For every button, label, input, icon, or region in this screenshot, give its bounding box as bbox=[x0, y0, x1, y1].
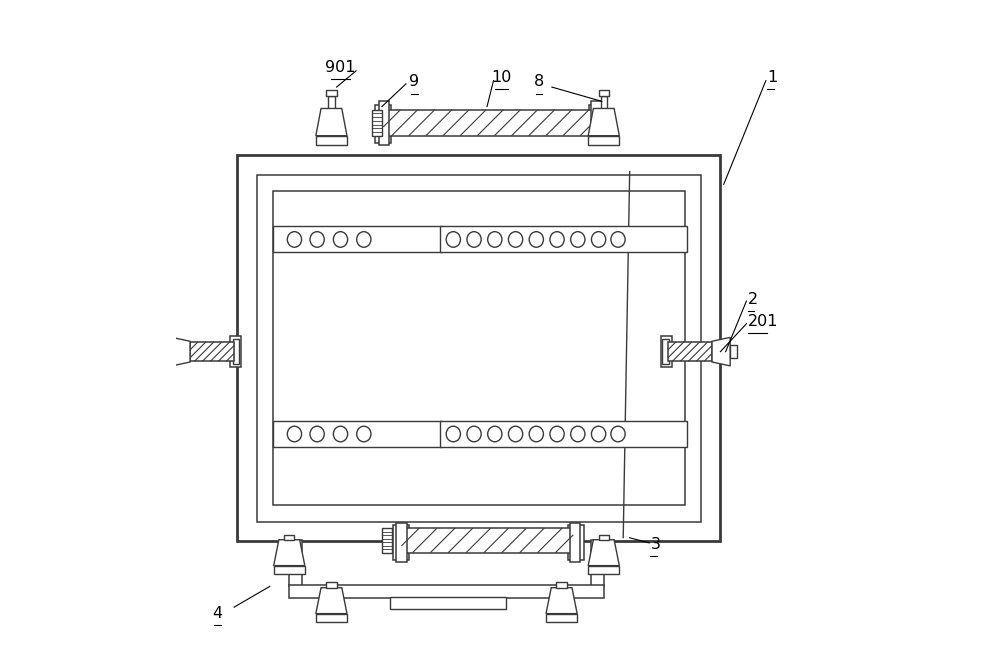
Bar bbox=[588, 136, 619, 145]
Polygon shape bbox=[546, 588, 577, 613]
Bar bbox=[568, 525, 584, 560]
Polygon shape bbox=[588, 109, 619, 136]
Bar bbox=[556, 583, 567, 588]
Text: 2: 2 bbox=[748, 292, 758, 307]
Ellipse shape bbox=[488, 426, 502, 441]
Bar bbox=[230, 336, 241, 367]
Ellipse shape bbox=[550, 232, 564, 247]
Bar bbox=[396, 523, 407, 562]
Bar bbox=[375, 105, 391, 143]
Ellipse shape bbox=[591, 232, 606, 247]
Bar bbox=[589, 105, 605, 143]
Ellipse shape bbox=[357, 426, 371, 441]
Bar bbox=[326, 90, 337, 95]
Bar bbox=[440, 226, 687, 252]
Bar bbox=[289, 585, 604, 598]
Bar bbox=[328, 588, 335, 600]
Bar bbox=[273, 226, 442, 252]
Text: 4: 4 bbox=[212, 606, 222, 621]
Bar bbox=[284, 534, 294, 540]
Ellipse shape bbox=[446, 426, 460, 441]
Ellipse shape bbox=[508, 426, 523, 441]
Ellipse shape bbox=[287, 232, 302, 247]
Bar bbox=[570, 523, 580, 562]
Polygon shape bbox=[316, 588, 347, 613]
Bar bbox=[257, 175, 701, 521]
Ellipse shape bbox=[611, 232, 625, 247]
Polygon shape bbox=[274, 540, 305, 566]
Ellipse shape bbox=[529, 232, 543, 247]
Bar bbox=[273, 421, 442, 447]
Bar bbox=[274, 566, 305, 574]
Bar bbox=[165, 345, 172, 358]
Polygon shape bbox=[172, 337, 190, 366]
Bar bbox=[190, 342, 234, 362]
Ellipse shape bbox=[333, 426, 348, 441]
Bar bbox=[546, 613, 577, 622]
Bar bbox=[662, 339, 669, 364]
Bar bbox=[591, 101, 602, 145]
Ellipse shape bbox=[571, 426, 585, 441]
Bar bbox=[591, 540, 604, 587]
Bar bbox=[440, 421, 687, 447]
Bar bbox=[599, 534, 609, 540]
Ellipse shape bbox=[529, 426, 543, 441]
Polygon shape bbox=[712, 337, 730, 366]
Bar bbox=[601, 540, 607, 553]
Ellipse shape bbox=[310, 426, 324, 441]
Bar bbox=[328, 95, 335, 110]
Text: 3: 3 bbox=[650, 537, 660, 552]
Bar bbox=[383, 110, 597, 136]
Polygon shape bbox=[316, 109, 347, 136]
Bar bbox=[286, 540, 292, 553]
Bar bbox=[379, 101, 389, 145]
Text: 10: 10 bbox=[491, 70, 511, 85]
Text: 1: 1 bbox=[767, 70, 777, 85]
Bar bbox=[601, 95, 607, 110]
Bar bbox=[661, 336, 672, 367]
Bar bbox=[588, 566, 619, 574]
Ellipse shape bbox=[591, 426, 606, 441]
Ellipse shape bbox=[357, 232, 371, 247]
Bar bbox=[393, 525, 409, 560]
Bar bbox=[316, 613, 347, 622]
Bar bbox=[326, 583, 337, 588]
Ellipse shape bbox=[467, 426, 481, 441]
Ellipse shape bbox=[611, 426, 625, 441]
Ellipse shape bbox=[333, 232, 348, 247]
Text: 9: 9 bbox=[409, 75, 419, 90]
Ellipse shape bbox=[310, 232, 324, 247]
Bar bbox=[401, 528, 573, 553]
Ellipse shape bbox=[571, 232, 585, 247]
Ellipse shape bbox=[550, 426, 564, 441]
Bar bbox=[289, 540, 302, 587]
Text: 201: 201 bbox=[748, 315, 778, 330]
Ellipse shape bbox=[508, 232, 523, 247]
Bar bbox=[372, 110, 382, 136]
Bar bbox=[233, 339, 239, 364]
Ellipse shape bbox=[488, 232, 502, 247]
Bar bbox=[668, 342, 712, 362]
Ellipse shape bbox=[446, 232, 460, 247]
Text: 901: 901 bbox=[325, 60, 356, 75]
Bar bbox=[316, 136, 347, 145]
Bar bbox=[730, 345, 737, 358]
Bar bbox=[599, 90, 609, 95]
Bar bbox=[558, 588, 565, 600]
Polygon shape bbox=[588, 540, 619, 566]
Ellipse shape bbox=[287, 426, 302, 441]
Bar bbox=[237, 155, 720, 541]
Bar bbox=[382, 528, 392, 553]
Ellipse shape bbox=[467, 232, 481, 247]
Bar bbox=[390, 597, 506, 609]
Text: 8: 8 bbox=[534, 75, 544, 90]
Bar bbox=[273, 191, 685, 506]
